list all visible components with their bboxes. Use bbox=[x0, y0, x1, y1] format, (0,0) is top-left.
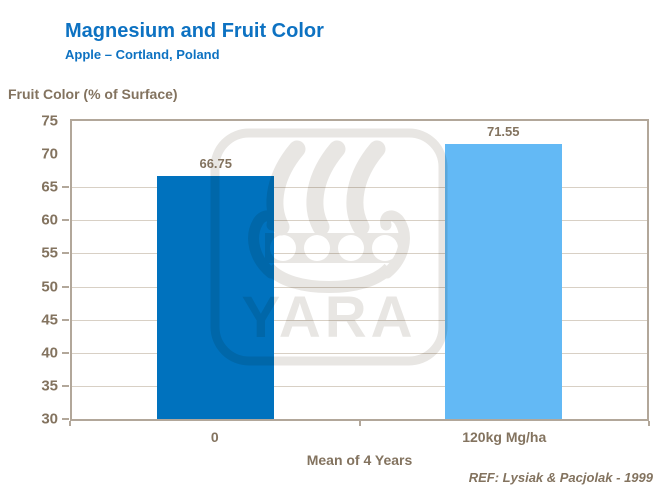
plot-area: YARA 66.75 71.55 bbox=[70, 119, 649, 421]
viking-ship-sails-icon bbox=[266, 140, 386, 236]
chart-subtitle: Apple – Cortland, Poland bbox=[65, 47, 220, 62]
y-tick-label-65: 65 bbox=[41, 178, 58, 196]
bar-2-value-label: 71.55 bbox=[486, 123, 520, 139]
chart-title: Magnesium and Fruit Color bbox=[65, 20, 324, 42]
gridline-55 bbox=[72, 253, 647, 255]
gridline-35 bbox=[72, 385, 647, 387]
category-label-1: 0 bbox=[210, 429, 219, 445]
yara-watermark-logo: YARA bbox=[210, 128, 448, 366]
y-tick-label-75: 75 bbox=[41, 112, 58, 130]
y-tick-mark-55 bbox=[62, 252, 69, 255]
y-tick-mark-45 bbox=[62, 318, 69, 321]
y-tick-mark-30 bbox=[62, 418, 69, 420]
x-boundary-tick bbox=[648, 421, 650, 426]
bar-1-value-label: 66.75 bbox=[199, 155, 233, 171]
y-tick-label-45: 45 bbox=[41, 311, 58, 329]
watermark-yara-text: YARA bbox=[241, 285, 416, 350]
y-tick-label-30: 30 bbox=[41, 410, 58, 428]
y-tick-label-60: 60 bbox=[41, 211, 58, 229]
gridline-40 bbox=[72, 352, 647, 354]
y-tick-mark-40 bbox=[62, 351, 69, 354]
watermark-frame bbox=[210, 128, 448, 366]
y-tick-label-55: 55 bbox=[41, 244, 58, 262]
y-tick-label-50: 50 bbox=[41, 278, 58, 296]
y-tick-label-40: 40 bbox=[41, 344, 58, 362]
x-axis-title: Mean of 4 Years bbox=[306, 452, 413, 468]
y-tick-mark-65 bbox=[62, 186, 69, 189]
y-tick-label-35: 35 bbox=[41, 377, 58, 395]
y-tick-label-70: 70 bbox=[41, 145, 58, 163]
viking-ship-hull-icon bbox=[248, 210, 410, 294]
y-tick-mark-60 bbox=[62, 219, 69, 222]
y-axis-title: Fruit Color (% of Surface) bbox=[8, 86, 178, 102]
x-boundary-tick bbox=[358, 421, 361, 426]
category-label-2: 120kg Mg/ha bbox=[462, 429, 547, 445]
y-tick-mark-35 bbox=[62, 384, 69, 387]
gridline-45 bbox=[72, 319, 647, 321]
reference-text: REF: Lysiak & Pacjolak - 1999 bbox=[468, 470, 653, 485]
bar-2 bbox=[444, 143, 562, 419]
x-boundary-tick bbox=[69, 421, 71, 426]
y-tick-mark-50 bbox=[62, 285, 69, 288]
